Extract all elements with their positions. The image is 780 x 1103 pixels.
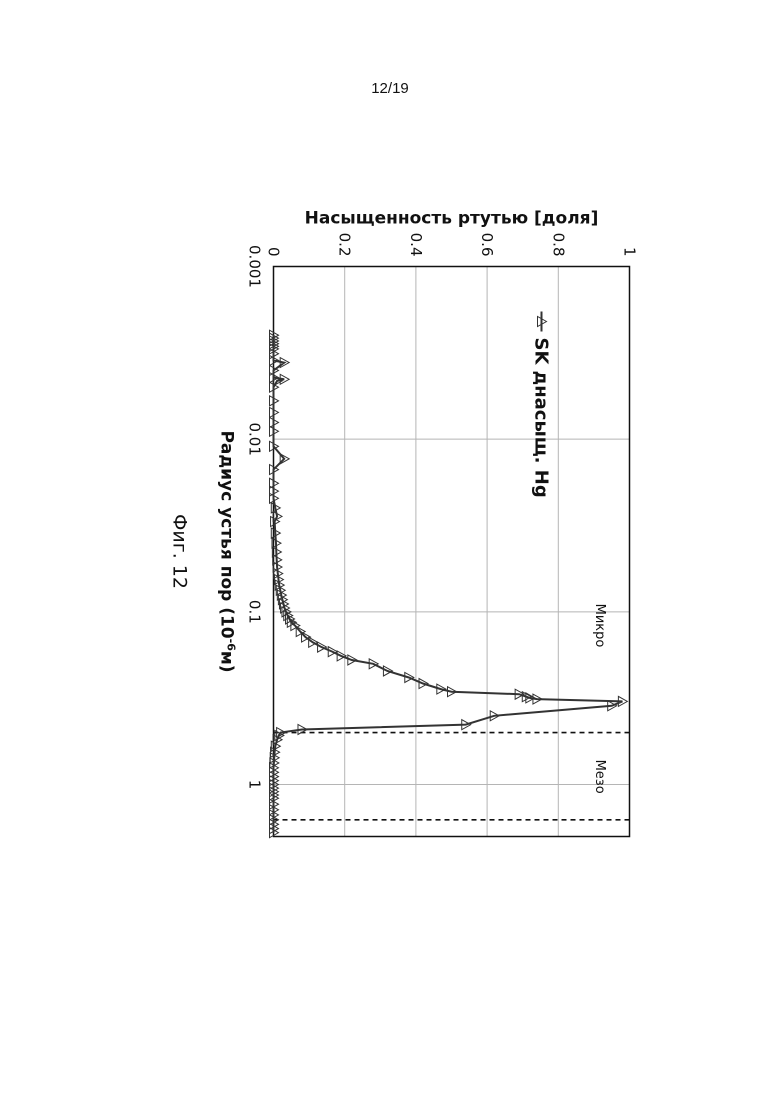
rotated-chart-group: 0 0.2 0.4 0.6 0.8 1 0.001 0.01 0.1 1 Радиус устья …: [169, 209, 639, 838]
region-label-meso: Мезо: [592, 760, 607, 794]
y-tick-label: 0.8: [549, 233, 567, 257]
series-line: [274, 335, 623, 833]
y-tick-label: 0: [265, 247, 283, 257]
x-tick-label: 0.001: [246, 245, 264, 288]
x-axis-title-base: Радиус устья пор (10: [217, 430, 237, 638]
legend-label: SK днасыщ. Hg: [531, 338, 552, 498]
x-axis-title-unit: м): [217, 651, 237, 673]
x-tick-label: 0.1: [246, 600, 264, 624]
x-tick-label: 1: [246, 780, 264, 790]
region-label-micro: Микро: [592, 604, 607, 648]
x-tick-label: 0.01: [246, 422, 264, 455]
y-tick-label: 0.2: [336, 233, 354, 257]
plot-frame: [274, 267, 630, 837]
y-axis-title: Насыщенность ртутью [доля]: [305, 209, 599, 229]
x-axis-title-exponent: -6: [225, 639, 238, 652]
x-axis-title: Радиус устья пор (10-6м): [217, 430, 239, 672]
figure-caption: Фиг. 12: [169, 514, 191, 589]
y-tick-label: 0.4: [407, 233, 425, 257]
y-tick-label: 1: [621, 247, 639, 257]
y-tick-label: 0.6: [478, 233, 496, 257]
